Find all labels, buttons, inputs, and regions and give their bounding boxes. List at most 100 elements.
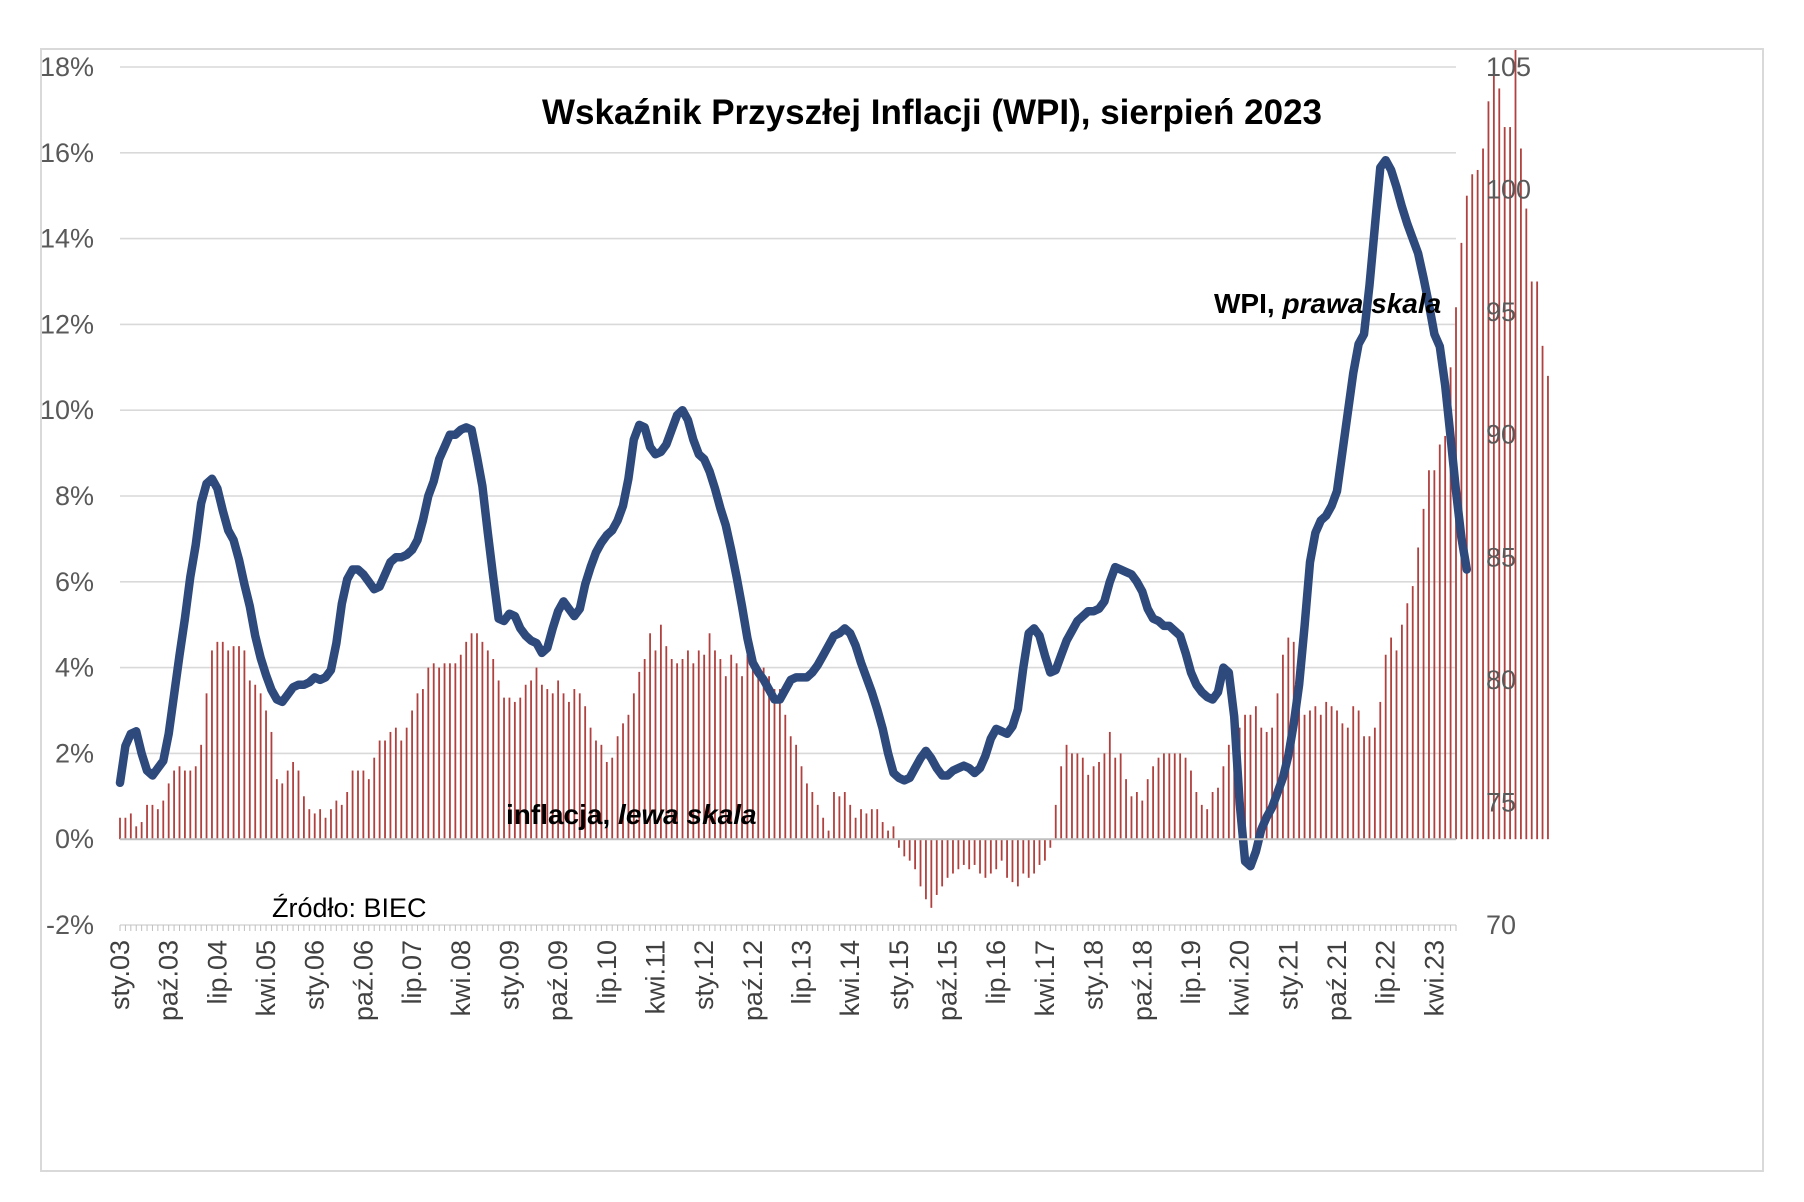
x-tick-label: paź.03 (154, 940, 184, 1021)
x-tick-label: sty.06 (300, 940, 330, 1010)
inflation-bar (497, 680, 500, 840)
inflation-bar (827, 830, 830, 840)
inflation-bar (492, 659, 495, 840)
inflation-bar (1027, 839, 1030, 878)
inflation-bar (1547, 375, 1549, 840)
x-tick-label: paź.09 (543, 940, 573, 1021)
inflation-bar (1179, 753, 1182, 840)
inflation-bar (162, 800, 165, 840)
inflation-bar (357, 770, 359, 840)
inflation-bar (1103, 753, 1106, 840)
inflation-bar (595, 740, 597, 840)
inflation-bar (925, 839, 927, 900)
inflation-bar (1276, 693, 1279, 840)
inflation-bar (1509, 127, 1511, 840)
inflation-bar (1108, 731, 1111, 840)
inflation-bar (681, 659, 684, 840)
x-tick-label: kwi.20 (1225, 940, 1255, 1017)
inflation-bar (1357, 710, 1360, 840)
inflation-bar (1303, 714, 1306, 840)
inflation-bar (854, 817, 857, 840)
inflation-bar (1265, 731, 1268, 840)
inflation-bar (1530, 281, 1533, 840)
inflation-bar (795, 744, 798, 840)
inflation-bar (1016, 839, 1019, 887)
inflation-bar (151, 804, 154, 840)
inflation-bar (914, 839, 917, 870)
inflation-bar (876, 809, 879, 840)
inflation-bar (346, 792, 349, 840)
inflation-bar (135, 826, 138, 840)
inflation-bar (211, 650, 213, 840)
inflation-bar (1054, 804, 1057, 840)
inflation-bar (254, 684, 257, 840)
inflation-bar (1368, 736, 1371, 840)
inflation-bar (1541, 345, 1544, 840)
inflation-bar (968, 839, 971, 870)
inflation-bar (935, 839, 938, 895)
y-left-tick-label: 6% (55, 567, 94, 597)
inflation-bar (1411, 586, 1414, 840)
inflation-bar (616, 736, 619, 840)
inflation-bar (605, 761, 608, 840)
inflation-bar (416, 693, 419, 840)
inflation-bar (1244, 714, 1246, 840)
inflation-bar (1000, 839, 1003, 861)
y-right-tick-label: 90 (1486, 420, 1516, 450)
inflation-bar (1044, 839, 1046, 861)
inflation-bar (557, 680, 560, 840)
inflation-bar (200, 744, 203, 840)
inflation-bar (676, 663, 679, 840)
inflation-bar (1049, 839, 1052, 848)
inflation-bar (173, 770, 175, 840)
inflation-bar (627, 714, 630, 840)
y-right-tick-label: 80 (1486, 665, 1516, 695)
inflation-bar (1482, 148, 1484, 840)
inflation-bar (589, 727, 592, 840)
inflation-bar (632, 693, 635, 840)
inflation-bar (481, 641, 484, 840)
y-left-tick-label: 0% (55, 824, 94, 854)
x-tick-label: lip.07 (397, 940, 427, 1005)
inflation-bar (184, 770, 186, 840)
tick-labels: -2% 0% 2% 4% 6% 8% 10% 12% 14% 16% 18% 70 75 80 85 90 95… (42, 52, 1531, 1021)
inflation-bar (259, 693, 262, 840)
inflation-bar (897, 839, 900, 848)
wpi-annotation-scale: prawa skala (1281, 288, 1441, 319)
inflation-bar (1119, 753, 1122, 840)
x-tick-label: kwi.11 (640, 940, 670, 1015)
inflation-bar (1184, 757, 1187, 840)
x-tick-label: sty.09 (494, 940, 524, 1010)
inflation-bar (270, 731, 273, 840)
inflation-bar (286, 770, 289, 840)
inflation-bar (513, 701, 516, 840)
inflation-bar (659, 624, 662, 840)
inflation-bar (324, 817, 327, 840)
inflation-bar (1346, 727, 1349, 840)
inflation-bar (600, 744, 603, 840)
x-tick-label: sty.18 (1079, 940, 1109, 1010)
inflation-bar (1135, 792, 1138, 840)
inflation-bar (979, 839, 981, 874)
inflation-bar (1227, 744, 1230, 840)
x-tick-label: lip.22 (1371, 940, 1401, 1005)
inflation-bar (860, 809, 862, 840)
inflation-bar (1157, 757, 1160, 840)
inflation-bar (232, 646, 235, 840)
y-right-tick-label: 100 (1486, 175, 1531, 205)
inflation-bar (1336, 710, 1338, 840)
inflation-bar (1465, 195, 1468, 840)
inflation-bar (1114, 757, 1117, 840)
inflation-bar (1417, 547, 1420, 840)
x-tick-label: paź.18 (1127, 940, 1157, 1021)
inflation-bar (1092, 766, 1095, 840)
inflation-bar (449, 663, 451, 840)
inflation-bar (394, 727, 397, 840)
y-left-tick-label: 14% (42, 224, 94, 254)
inflation-bar (1141, 800, 1144, 840)
inflation-bar (768, 676, 770, 840)
inflation-bar (443, 663, 446, 840)
inflation-annotation: inflacja, lewa skala (506, 799, 757, 830)
y-left-tick-label: 12% (42, 309, 94, 339)
inflation-bar (1438, 444, 1441, 840)
